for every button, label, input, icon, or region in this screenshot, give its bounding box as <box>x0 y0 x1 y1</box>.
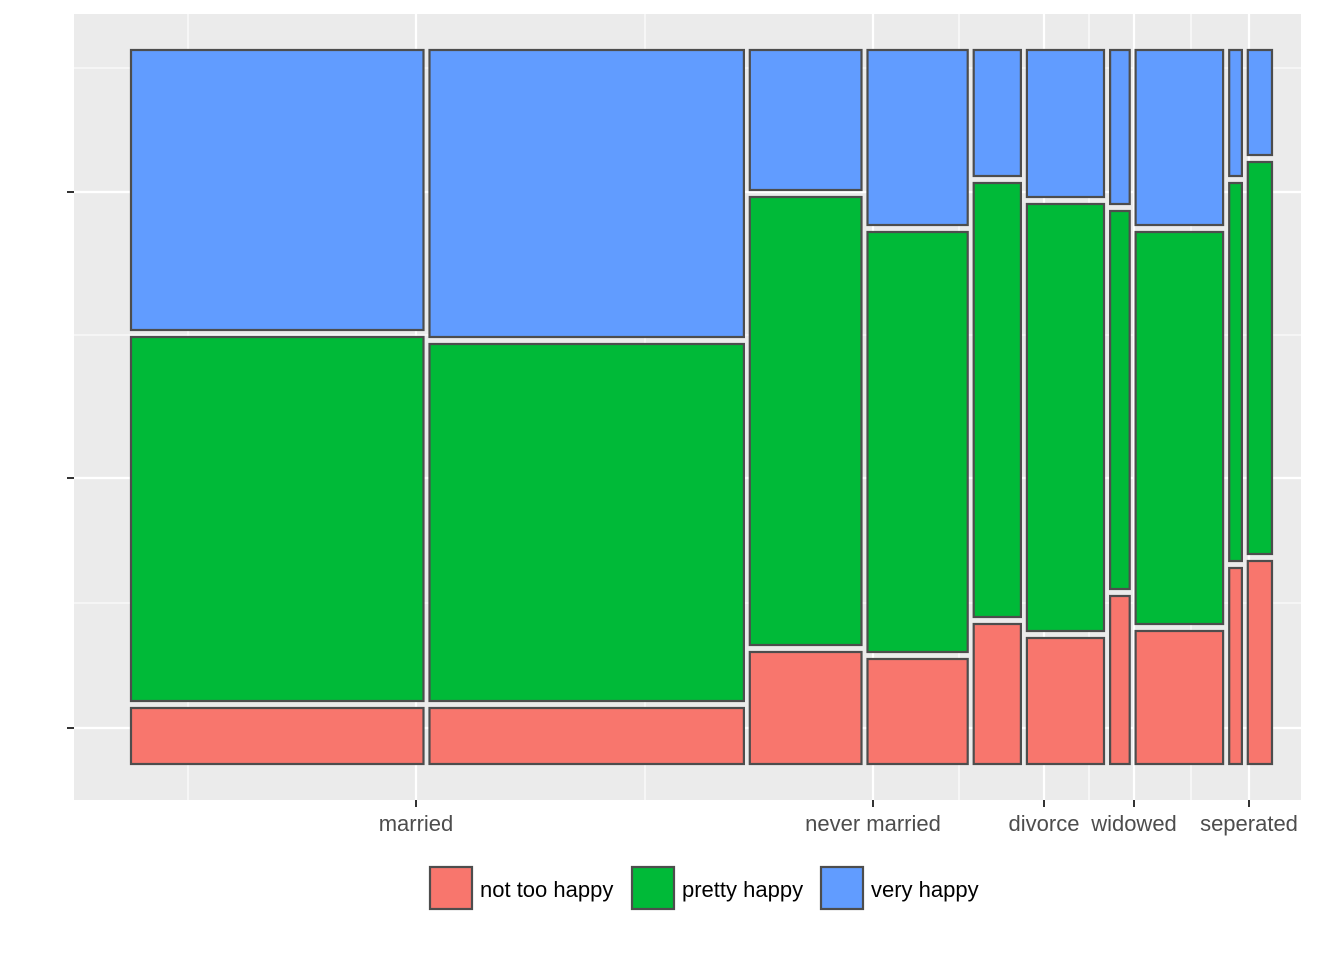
tile-widowed-very-happy <box>1134 48 1225 227</box>
tile-divorce-very-happy <box>972 48 1023 178</box>
tile-married-very-happy <box>428 48 745 339</box>
x-tick-label: never married <box>805 811 941 836</box>
legend: not too happy pretty happy very happy <box>428 865 979 911</box>
tile-divorce-very-happy <box>1025 48 1106 199</box>
x-tick-label: widowed <box>1090 811 1177 836</box>
tile-widowed-pretty-happy <box>1134 230 1225 626</box>
tile-divorce-pretty-happy <box>1025 202 1106 633</box>
tile-widowed-not-too-happy <box>1108 594 1131 766</box>
tile-married-not-too-happy <box>428 706 745 766</box>
tile-divorce-not-too-happy <box>1025 636 1106 766</box>
tile-never-married-very-happy <box>866 48 969 227</box>
tile-seperated-very-happy <box>1246 48 1274 157</box>
axes: married never married divorce widowed sepera… <box>67 191 1298 836</box>
tile-never-married-not-too-happy <box>748 650 863 766</box>
tile-widowed-very-happy <box>1108 48 1131 206</box>
tile-widowed-not-too-happy <box>1134 629 1225 766</box>
tile-never-married-pretty-happy <box>748 195 863 647</box>
x-tick-label: married <box>379 811 454 836</box>
tile-seperated-very-happy <box>1228 48 1243 178</box>
legend-label-very-happy: very happy <box>871 877 979 902</box>
legend-key-not-too-happy <box>428 865 474 911</box>
legend-label-pretty-happy: pretty happy <box>682 877 803 902</box>
tile-married-not-too-happy <box>129 706 425 766</box>
tile-seperated-pretty-happy <box>1246 160 1274 556</box>
tile-widowed-pretty-happy <box>1108 209 1131 591</box>
tile-married-very-happy <box>129 48 425 332</box>
tile-seperated-not-too-happy <box>1246 559 1274 766</box>
legend-label-not-too-happy: not too happy <box>480 877 613 902</box>
legend-key-very-happy <box>819 865 865 911</box>
tile-never-married-very-happy <box>748 48 863 192</box>
tile-married-pretty-happy <box>428 342 745 703</box>
legend-key-pretty-happy <box>630 865 676 911</box>
mosaic-tiles <box>129 48 1274 766</box>
tile-married-pretty-happy <box>129 335 425 703</box>
tile-divorce-not-too-happy <box>972 622 1023 766</box>
tile-seperated-not-too-happy <box>1228 566 1243 766</box>
x-tick-label: divorce <box>1009 811 1080 836</box>
x-tick-label: seperated <box>1200 811 1298 836</box>
tile-never-married-pretty-happy <box>866 230 969 654</box>
tile-divorce-pretty-happy <box>972 181 1023 619</box>
tile-seperated-pretty-happy <box>1228 181 1243 563</box>
tile-never-married-not-too-happy <box>866 657 969 766</box>
